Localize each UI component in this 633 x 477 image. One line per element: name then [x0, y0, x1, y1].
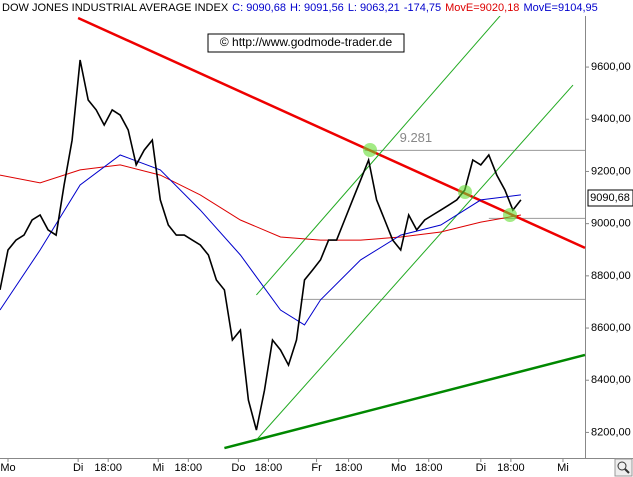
- x-tick-label: Di: [476, 462, 486, 474]
- x-tick-label: 18:00: [175, 462, 203, 474]
- zoom-button[interactable]: [614, 458, 633, 477]
- header-part: MovE=9020,18: [445, 2, 519, 14]
- trend-line: [224, 353, 586, 450]
- plot: 8200,00 8400,00 8600,00 8800,00 9000,00 9200,…: [0, 14, 631, 474]
- x-tick-label: Do: [231, 462, 245, 474]
- moving-average: [0, 164, 521, 241]
- zoom-icon[interactable]: [614, 458, 633, 477]
- x-tick-label: Mo: [391, 462, 406, 474]
- trend-line: [256, 84, 574, 441]
- last-price-box: [587, 189, 633, 207]
- zoom-glyph: [624, 468, 630, 474]
- trend-line: [77, 16, 586, 250]
- x-tick-label: 18:00: [415, 462, 443, 474]
- header-part: -174,75: [404, 2, 441, 14]
- header-part: H: 9091,56: [290, 2, 344, 14]
- y-tick-label: 9400,00: [591, 113, 631, 125]
- header-part: DOW JONES INDUSTRIAL AVERAGE INDEX: [2, 2, 229, 14]
- y-tick-label: 8400,00: [591, 374, 631, 386]
- trend-line: [256, 14, 502, 296]
- y-tick-label: 9200,00: [591, 165, 631, 177]
- header-bg: [0, 0, 588, 16]
- level-label: 9.281: [400, 130, 433, 145]
- annotation-box: [207, 33, 405, 53]
- x-tick-label: Di: [73, 462, 83, 474]
- header-part: L: 9063,21: [348, 2, 400, 14]
- x-tick-label: Mi: [557, 462, 569, 474]
- moving-average: [0, 154, 521, 326]
- x-tick-label: 18:00: [255, 462, 283, 474]
- y-tick-label: 9600,00: [591, 61, 631, 73]
- annotation: © http://www.godmode-trader.de: [220, 35, 393, 49]
- x-tick-label: 18:00: [497, 462, 525, 474]
- x-tick-label: Mo: [0, 462, 15, 474]
- y-tick-label: 8800,00: [591, 270, 631, 282]
- header-part: C: 9090,68: [232, 2, 286, 14]
- x-tick-label: Fr: [311, 462, 322, 474]
- y-tick-label: 8200,00: [591, 426, 631, 438]
- highlight: [458, 185, 472, 199]
- header-part: MovE=9104,95: [523, 2, 597, 14]
- header: DOW JONES INDUSTRIAL AVERAGE INDEX C: 909…: [2, 2, 598, 14]
- highlight: [503, 208, 517, 222]
- x-tick-label: 18:00: [335, 462, 363, 474]
- x-tick-label: 18:00: [94, 462, 122, 474]
- zoom-glyph: [617, 461, 627, 471]
- y-tick-label: 8600,00: [591, 322, 631, 334]
- highlight: [363, 143, 377, 157]
- y-tick-label: 9000,00: [591, 218, 631, 230]
- x-tick-label: Mi: [152, 462, 164, 474]
- price-line: [0, 59, 522, 431]
- last-price: 9090,68: [590, 192, 630, 204]
